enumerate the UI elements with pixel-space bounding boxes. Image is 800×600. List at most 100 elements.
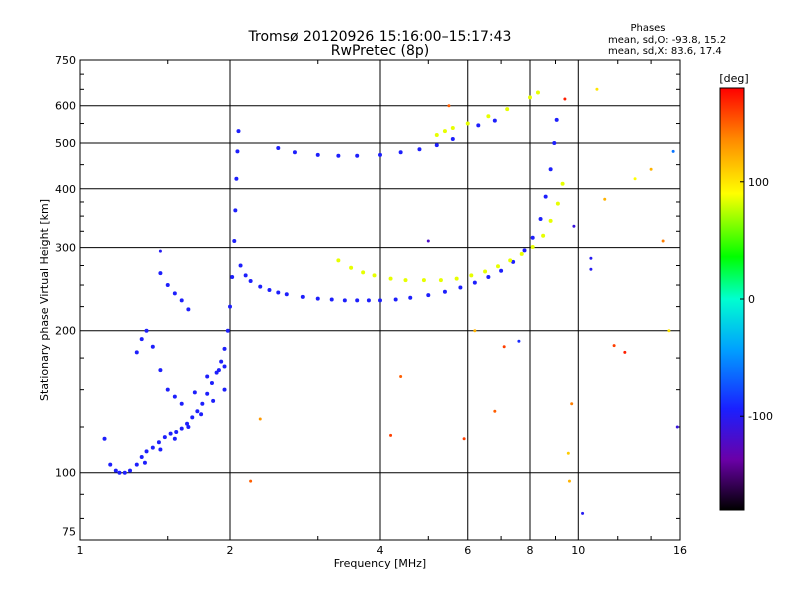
o-trace-point xyxy=(458,285,463,290)
y-tick-label: 750 xyxy=(55,54,76,67)
stats-line-x: mean, sd,X: 83.6, 17.4 xyxy=(608,46,722,57)
x-trace-point xyxy=(349,265,354,270)
x-trace-point xyxy=(555,201,560,206)
x-trace-point xyxy=(438,278,443,283)
o-trace-point xyxy=(128,468,133,473)
x-trace-point xyxy=(560,181,565,186)
o-trace-point xyxy=(355,153,360,158)
o-trace-point xyxy=(192,390,197,395)
o-trace-point xyxy=(134,350,139,355)
scatter-point xyxy=(473,329,477,333)
x-trace-point xyxy=(442,129,447,134)
o-trace-point xyxy=(355,298,360,303)
scatter-point xyxy=(649,167,653,171)
o-trace-point xyxy=(292,150,297,155)
o-trace-point xyxy=(179,426,184,431)
o-trace-point xyxy=(554,117,559,122)
o-trace-point xyxy=(186,307,191,312)
o-trace-point xyxy=(117,470,122,475)
y-tick-label: 300 xyxy=(55,242,76,255)
scatter-point xyxy=(517,339,521,343)
scatter-point xyxy=(258,417,262,421)
o-trace-point xyxy=(150,344,155,349)
x-trace-point xyxy=(486,114,491,119)
scatter-point xyxy=(447,104,451,108)
scatter-point xyxy=(595,87,599,91)
x-trace-point xyxy=(519,251,524,256)
o-trace-point xyxy=(144,328,149,333)
o-trace-point xyxy=(366,298,371,303)
o-trace-point xyxy=(162,435,167,440)
scatter-point xyxy=(249,479,253,483)
x-tick-label: 10 xyxy=(571,544,585,557)
o-trace-point xyxy=(434,143,439,148)
o-trace-point xyxy=(552,141,557,146)
o-trace-point xyxy=(548,167,553,172)
o-trace-point xyxy=(398,150,403,155)
o-trace-point xyxy=(315,296,320,301)
o-trace-point xyxy=(172,394,177,399)
scatter-point xyxy=(570,402,574,406)
x-tick-label: 6 xyxy=(464,544,471,557)
o-trace-point xyxy=(284,292,289,297)
x-trace-point xyxy=(469,273,474,278)
x-trace-point xyxy=(505,107,510,112)
o-trace-point xyxy=(122,470,127,475)
x-trace-point xyxy=(495,264,500,269)
o-trace-point xyxy=(486,274,491,279)
o-trace-point xyxy=(158,368,163,373)
o-trace-point xyxy=(276,146,281,151)
scatter-point xyxy=(567,479,571,483)
y-tick-label: 600 xyxy=(55,100,76,113)
x-trace-point xyxy=(372,273,377,278)
x-trace-point xyxy=(465,121,470,126)
o-trace-point xyxy=(158,447,163,452)
o-trace-point xyxy=(329,297,334,302)
x-trace-point xyxy=(421,278,426,283)
o-trace-point xyxy=(543,194,548,199)
o-trace-point xyxy=(276,290,281,295)
o-trace-point xyxy=(476,123,481,128)
o-trace-point xyxy=(172,436,177,441)
scatter-point xyxy=(661,239,665,243)
o-trace-point xyxy=(200,401,205,406)
scatter-point xyxy=(667,329,671,333)
scatter-point xyxy=(566,451,570,455)
o-trace-point xyxy=(199,412,204,417)
x-trace-point xyxy=(530,245,535,250)
o-trace-point xyxy=(225,328,230,333)
scatter-point xyxy=(589,267,593,271)
o-trace-point xyxy=(336,153,341,158)
x-trace-point xyxy=(336,258,341,263)
x-tick-label: 16 xyxy=(673,544,687,557)
scatter-point xyxy=(158,249,162,253)
colorbar-ticks: 100 0 -100 xyxy=(740,176,773,423)
o-trace-point xyxy=(139,337,144,342)
y-tick-label: 75 xyxy=(62,526,76,539)
colorbar-label: [deg] xyxy=(719,72,748,85)
colorbar-tick-label: 100 xyxy=(748,176,769,189)
o-trace-point xyxy=(236,129,241,134)
o-trace-point xyxy=(216,368,221,373)
o-trace-point xyxy=(205,374,210,379)
colorbar-tick-label: -100 xyxy=(748,410,773,423)
scatter-point xyxy=(623,350,627,354)
o-trace-point xyxy=(186,425,191,430)
y-tick-label: 100 xyxy=(55,467,76,480)
x-trace-point xyxy=(403,278,408,283)
o-trace-point xyxy=(442,289,447,294)
x-axis-label: Frequency [MHz] xyxy=(334,557,426,570)
o-trace-point xyxy=(530,235,535,240)
o-trace-point xyxy=(156,440,161,445)
x-trace-point xyxy=(548,218,553,223)
o-trace-point xyxy=(165,387,170,392)
o-trace-point xyxy=(168,431,173,436)
o-trace-point xyxy=(538,217,543,222)
data-points xyxy=(102,87,679,515)
x-tick-label: 2 xyxy=(227,544,234,557)
o-trace-point xyxy=(179,401,184,406)
o-trace-point xyxy=(378,152,382,157)
o-trace-point xyxy=(190,415,195,420)
o-trace-point xyxy=(144,449,149,454)
o-trace-point xyxy=(205,391,210,396)
